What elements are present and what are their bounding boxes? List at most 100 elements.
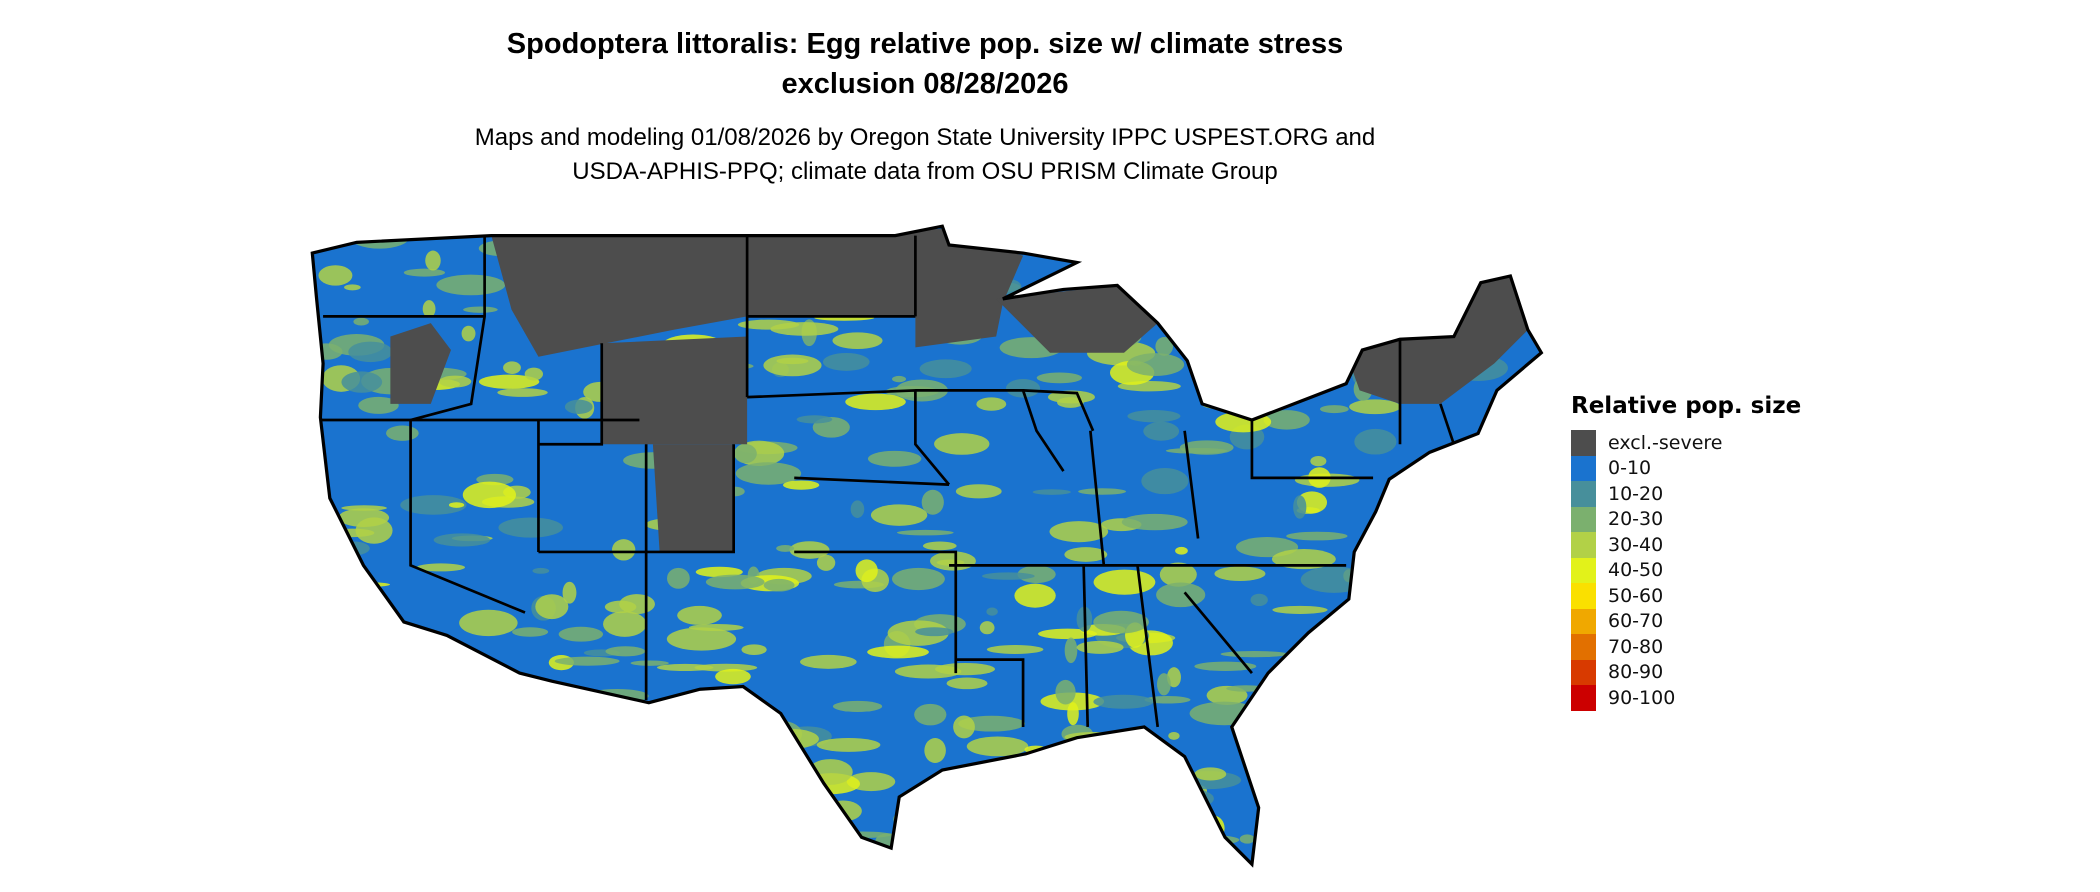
suitability-patch (1048, 786, 1066, 793)
suitability-patch (478, 374, 540, 389)
suitability-patch (1263, 410, 1310, 430)
legend-item: 40-50 (1571, 557, 1801, 583)
legend-label: 20-30 (1608, 508, 1664, 531)
suitability-patch (694, 663, 758, 672)
legend-item: 80-90 (1571, 659, 1801, 685)
suitability-patch (1479, 845, 1497, 865)
state-border (747, 389, 951, 486)
suitability-patch (935, 662, 995, 676)
suitability-patch (339, 607, 365, 619)
suitability-patch (436, 274, 506, 296)
suitability-patch (982, 572, 1035, 580)
suitability-patch (1280, 804, 1346, 825)
suitability-patch (832, 332, 883, 349)
suitability-patch (1424, 738, 1443, 755)
suitability-patch (1401, 649, 1455, 676)
legend-item: 90-100 (1571, 685, 1801, 711)
suitability-patch (1175, 546, 1188, 555)
suitability-patch (474, 860, 529, 865)
suitability-patch (492, 694, 523, 712)
suitability-patch (349, 226, 410, 249)
suitability-patch (562, 581, 577, 604)
suitability-patch (461, 325, 476, 342)
suitability-patch (312, 813, 331, 824)
suitability-patch (483, 742, 517, 767)
legend-swatch (1571, 583, 1596, 609)
suitability-patch (715, 668, 751, 685)
legend-item: 20-30 (1571, 506, 1801, 532)
suitability-patch (659, 849, 729, 865)
suitability-patch (1049, 521, 1109, 543)
map-title-line1: Spodoptera littoralis: Egg relative pop.… (506, 28, 1344, 60)
suitability-patch (958, 715, 1026, 732)
suitability-patch (1201, 398, 1260, 411)
suitability-patch (1447, 780, 1511, 804)
suitability-patch (1293, 495, 1307, 519)
legend-swatch (1571, 430, 1596, 456)
suitability-patch (1159, 562, 1197, 587)
suitability-patch (741, 644, 767, 655)
suitability-patch (1198, 239, 1229, 258)
suitability-patch (892, 375, 907, 383)
suitability-patch (796, 415, 833, 424)
suitability-patch (892, 567, 945, 591)
suitability-patch (312, 615, 331, 637)
suitability-patch (958, 791, 978, 803)
legend-label: 0-10 (1608, 457, 1652, 480)
suitability-patch (1450, 798, 1508, 816)
suitability-patch (433, 533, 491, 547)
suitability-patch (763, 354, 822, 377)
suitability-patch (1135, 849, 1197, 860)
state-borders (320, 235, 1456, 728)
suitability-patch (1160, 830, 1204, 849)
suitability-patch (955, 484, 1002, 499)
suitability-patch (1300, 566, 1368, 593)
suitability-patch (845, 393, 906, 411)
legend-swatch (1571, 455, 1596, 481)
suitability-patch (855, 559, 878, 583)
suitability-patch (1046, 781, 1065, 797)
suitability-patch (1067, 702, 1079, 726)
suitability-patch (1333, 795, 1350, 808)
suitability-patch (688, 624, 744, 632)
suitability-patch (463, 306, 498, 313)
suitability-patch (867, 450, 922, 467)
exclusion-area (996, 285, 1158, 353)
suitability-patch (953, 715, 975, 739)
suitability-patch (934, 433, 990, 455)
suitability-patch (734, 444, 757, 464)
suitability-patch (312, 836, 352, 858)
suitability-patch (341, 371, 383, 393)
exclusion-area (652, 444, 734, 552)
suitability-patch (1334, 764, 1382, 773)
suitability-patch (442, 667, 507, 674)
suitability-patch (1326, 852, 1394, 865)
suitability-patch (1343, 675, 1399, 684)
suitability-patch (403, 268, 446, 277)
legend-label: 10-20 (1608, 482, 1664, 505)
exclusion-area (747, 228, 1024, 348)
suitability-patch (1220, 651, 1288, 658)
suitability-patch (1493, 499, 1534, 526)
suitability-patch (1385, 821, 1424, 846)
state-border (538, 343, 604, 446)
suitability-patch (362, 661, 398, 684)
suitability-patch (1076, 640, 1124, 654)
legend-label: excl.-severe (1608, 431, 1723, 454)
suitability-patch (344, 284, 361, 291)
suitability-patch (1075, 741, 1092, 767)
state-border (409, 420, 526, 614)
suitability-patch (922, 541, 957, 551)
legend-swatch (1571, 557, 1596, 583)
suitability-patch (1284, 672, 1309, 693)
suitability-patch (1364, 545, 1424, 557)
suitability-patch (1458, 674, 1506, 698)
suitability-patch (1422, 780, 1490, 792)
suitability-patch (1297, 672, 1360, 679)
exclusion-area (1346, 275, 1528, 404)
suitability-patch (371, 687, 421, 703)
suitability-patch (966, 736, 1029, 757)
state-border (1183, 430, 1200, 539)
suitability-patch (1175, 336, 1199, 347)
suitability-patch (1310, 455, 1327, 467)
